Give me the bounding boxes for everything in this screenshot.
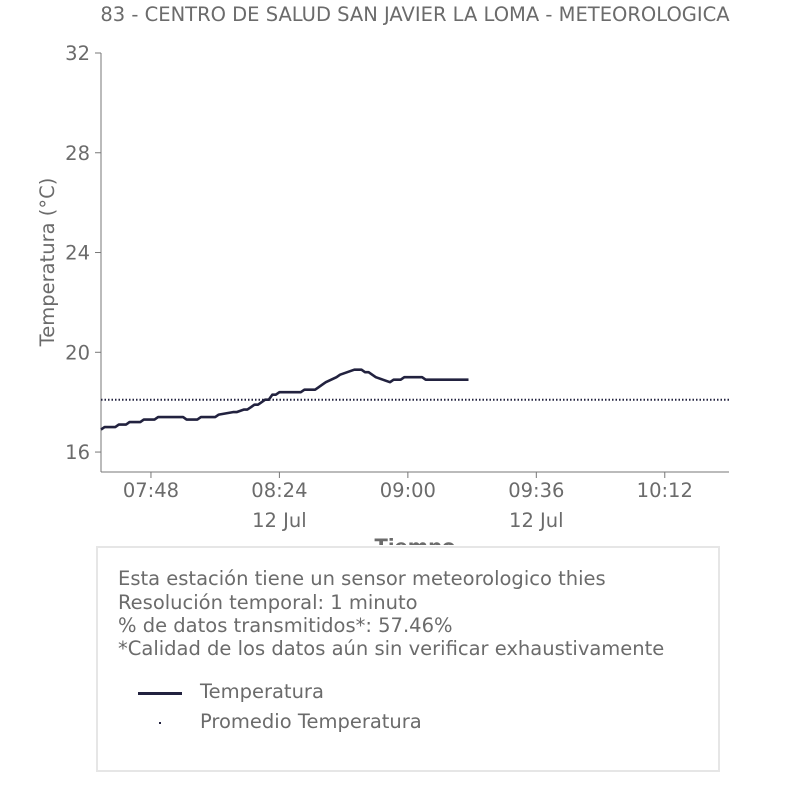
y-axis-label: Temperatura (°C) (36, 178, 59, 348)
x-tick-label: 08:24 (251, 479, 307, 502)
legend-dot-swatch (159, 722, 161, 724)
y-tick-label: 24 (65, 242, 90, 265)
y-axis: 16 20 24 28 32 (65, 42, 102, 472)
x-tick-label: 09:00 (380, 479, 436, 502)
legend-label: Promedio Temperatura (200, 710, 422, 733)
info-resolution-text: Resolución temporal: 1 minuto (118, 591, 418, 614)
legend-label: Temperatura (200, 680, 324, 703)
temperature-chart: 83 - CENTRO DE SALUD SAN JAVIER LA LOMA … (36, 3, 730, 545)
x-axis-label: Tiempo (375, 535, 456, 545)
info-box: Esta estación tiene un sensor meteorolog… (96, 546, 720, 772)
x-tick-date-label: 12 Jul (252, 509, 307, 532)
x-tick-date-label: 12 Jul (509, 509, 564, 532)
series-layer (100, 368, 729, 431)
y-tick-label: 16 (65, 441, 90, 464)
temperature-series-line (100, 368, 469, 431)
chart-title: 83 - CENTRO DE SALUD SAN JAVIER LA LOMA … (100, 3, 730, 26)
y-tick-label: 32 (65, 42, 90, 65)
info-sensor-text: Esta estación tiene un sensor meteorolog… (118, 567, 606, 590)
x-tick-label: 09:36 (508, 479, 564, 502)
info-transmitted-text: % de datos transmitidos*: 57.46% (118, 614, 453, 637)
legend-line-swatch (138, 692, 182, 695)
y-tick-label: 20 (65, 341, 90, 364)
info-quality-note: *Calidad de los datos aún sin verificar … (118, 637, 665, 660)
y-tick-label: 28 (65, 142, 90, 165)
x-axis: 07:48 08:24 12 Jul 09:00 09:36 12 Jul 10:12 (101, 471, 729, 532)
x-tick-label: 10:12 (637, 479, 693, 502)
x-tick-label: 07:48 (123, 479, 179, 502)
